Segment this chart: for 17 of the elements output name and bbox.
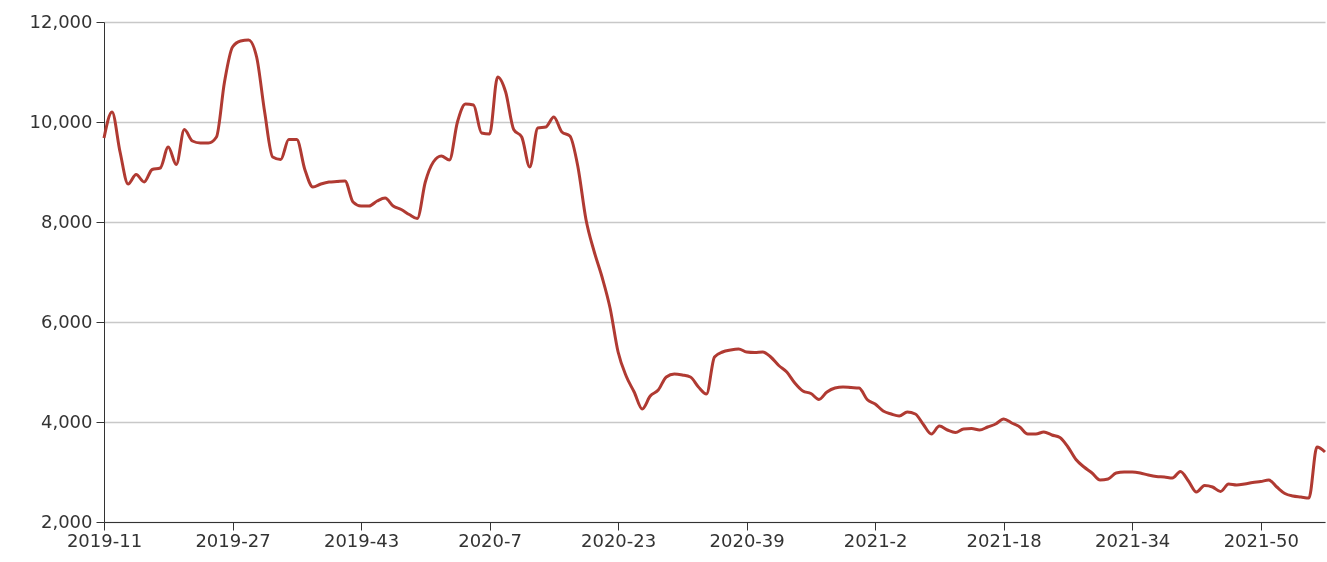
y-tick-label: 6,000	[40, 310, 93, 332]
y-tick-label: 10,000	[29, 110, 93, 132]
x-tick-label: 2020-7	[458, 529, 522, 551]
y-tick-label: 4,000	[40, 410, 93, 432]
x-tick-label: 2019-43	[323, 529, 400, 551]
x-tick-label: 2020-39	[709, 529, 785, 551]
x-tick-label: 2021-34	[1095, 529, 1171, 551]
y-tick-label: 12,000	[29, 10, 93, 32]
x-tick-label: 2021-18	[966, 529, 1042, 551]
x-tick-label: 2021-50	[1223, 529, 1299, 551]
y-tick-label: 8,000	[40, 210, 93, 232]
line-series	[102, 38, 1327, 500]
x-tick-label: 2021-2	[843, 529, 908, 551]
x-tick-label: 2020-23	[581, 529, 657, 551]
x-tick-label: 2019-27	[195, 529, 271, 551]
x-tick-label: 2019-11	[66, 529, 143, 551]
y-tick-label: 2,000	[40, 510, 93, 532]
